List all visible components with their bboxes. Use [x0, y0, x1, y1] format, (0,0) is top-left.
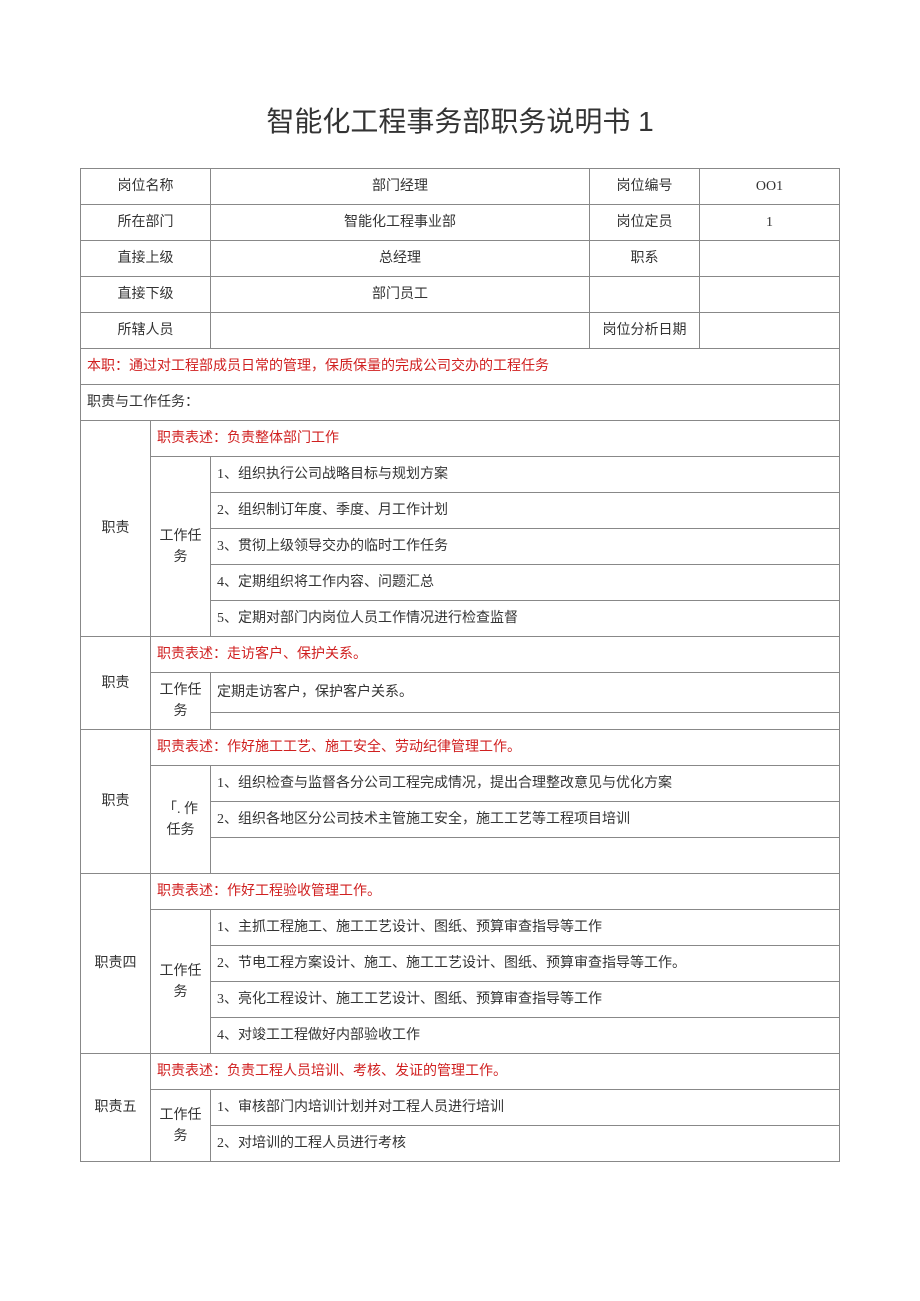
table-row: 职责 职责表述：负责整体部门工作	[81, 421, 840, 457]
blank-cell	[590, 277, 700, 313]
r4-item: 2、节电工程方案设计、施工、施工工艺设计、图纸、预算审查指导等工作。	[211, 946, 840, 982]
r3-desc: 职责表述：作好施工工艺、施工安全、劳动纪律管理工作。	[151, 730, 840, 766]
r1-label: 职责	[81, 421, 151, 637]
r4-item: 1、主抓工程施工、施工工艺设计、图纸、预算审查指导等工作	[211, 910, 840, 946]
r4-item: 3、亮化工程设计、施工工艺设计、图纸、预算审查指导等工作	[211, 982, 840, 1018]
table-row: 职责五 职责表述：负责工程人员培训、考核、发证的管理工作。	[81, 1054, 840, 1090]
r1-task-label: 工作任务	[151, 457, 211, 637]
r3-item	[211, 838, 840, 874]
table-row: 职责 职责表述：走访客户、保护关系。	[81, 637, 840, 673]
r4-desc-text: 职责表述：作好工程验收管理工作。	[157, 884, 381, 899]
table-row: 所在部门 智能化工程事业部 岗位定员 1	[81, 205, 840, 241]
blank-cell	[700, 277, 840, 313]
dept-label: 所在部门	[81, 205, 211, 241]
superior-label: 直接上级	[81, 241, 211, 277]
superior: 总经理	[211, 241, 590, 277]
r1-desc-text: 职责表述：负责整体部门工作	[157, 431, 339, 446]
table-row: 工作任务 1、主抓工程施工、施工工艺设计、图纸、预算审查指导等工作	[81, 910, 840, 946]
r1-item: 2、组织制订年度、季度、月工作计划	[211, 493, 840, 529]
r4-item: 4、对竣工工程做好内部验收工作	[211, 1018, 840, 1054]
table-row: 工作任务 1、组织执行公司战略目标与规划方案	[81, 457, 840, 493]
r3-desc-text: 职责表述：作好施工工艺、施工安全、劳动纪律管理工作。	[157, 740, 521, 755]
r5-item: 2、对培训的工程人员进行考核	[211, 1126, 840, 1162]
r4-label: 职责四	[81, 874, 151, 1054]
r3-item: 1、组织检查与监督各分公司工程完成情况，提出合理整改意见与优化方案	[211, 766, 840, 802]
r1-item: 3、贯彻上级领导交办的临时工作任务	[211, 529, 840, 565]
main-duty-text: 本职：通过对工程部成员日常的管理，保质保量的完成公司交办的工程任务	[87, 359, 549, 374]
r5-task-label: 工作任务	[151, 1090, 211, 1162]
r4-desc: 职责表述：作好工程验收管理工作。	[151, 874, 840, 910]
table-row: 职责四 职责表述：作好工程验收管理工作。	[81, 874, 840, 910]
r2-item	[211, 713, 840, 730]
r4-task-label: 工作任务	[151, 910, 211, 1054]
analysis-date	[700, 313, 840, 349]
table-row: 工作任务 1、审核部门内培训计划并对工程人员进行培训	[81, 1090, 840, 1126]
table-row: 职责与工作任务：	[81, 385, 840, 421]
r5-label: 职责五	[81, 1054, 151, 1162]
staff	[211, 313, 590, 349]
table-row: 直接上级 总经理 职系	[81, 241, 840, 277]
table-row: 直接下级 部门员工	[81, 277, 840, 313]
table-row: 本职：通过对工程部成员日常的管理，保质保量的完成公司交办的工程任务	[81, 349, 840, 385]
duties-tasks-label: 职责与工作任务：	[81, 385, 840, 421]
r3-task-label: 「. 作任务	[151, 766, 211, 874]
r5-desc-text: 职责表述：负责工程人员培训、考核、发证的管理工作。	[157, 1064, 507, 1079]
r3-item: 2、组织各地区分公司技术主管施工安全，施工工艺等工程项目培训	[211, 802, 840, 838]
main-duty: 本职：通过对工程部成员日常的管理，保质保量的完成公司交办的工程任务	[81, 349, 840, 385]
dept: 智能化工程事业部	[211, 205, 590, 241]
table-row: 工作任务 定期走访客户，保护客户关系。	[81, 673, 840, 713]
analysis-date-label: 岗位分析日期	[590, 313, 700, 349]
headcount: 1	[700, 205, 840, 241]
staff-label: 所辖人员	[81, 313, 211, 349]
r1-item: 4、定期组织将工作内容、问题汇总	[211, 565, 840, 601]
post-name: 部门经理	[211, 169, 590, 205]
post-code-label: 岗位编号	[590, 169, 700, 205]
r3-label: 职责	[81, 730, 151, 874]
r1-desc: 职责表述：负责整体部门工作	[151, 421, 840, 457]
post-code: OO1	[700, 169, 840, 205]
r1-item: 5、定期对部门内岗位人员工作情况进行检查监督	[211, 601, 840, 637]
page-title: 智能化工程事务部职务说明书 1	[80, 100, 840, 140]
subordinate: 部门员工	[211, 277, 590, 313]
r5-desc: 职责表述：负责工程人员培训、考核、发证的管理工作。	[151, 1054, 840, 1090]
r1-item: 1、组织执行公司战略目标与规划方案	[211, 457, 840, 493]
r2-task-label: 工作任务	[151, 673, 211, 730]
job-description-table: 岗位名称 部门经理 岗位编号 OO1 所在部门 智能化工程事业部 岗位定员 1 …	[80, 168, 840, 1162]
headcount-label: 岗位定员	[590, 205, 700, 241]
r2-desc-text: 职责表述：走访客户、保护关系。	[157, 647, 367, 662]
table-row: 「. 作任务 1、组织检查与监督各分公司工程完成情况，提出合理整改意见与优化方案	[81, 766, 840, 802]
r2-label: 职责	[81, 637, 151, 730]
jobline	[700, 241, 840, 277]
jobline-label: 职系	[590, 241, 700, 277]
r2-desc: 职责表述：走访客户、保护关系。	[151, 637, 840, 673]
table-row: 职责 职责表述：作好施工工艺、施工安全、劳动纪律管理工作。	[81, 730, 840, 766]
post-name-label: 岗位名称	[81, 169, 211, 205]
r5-item: 1、审核部门内培训计划并对工程人员进行培训	[211, 1090, 840, 1126]
subordinate-label: 直接下级	[81, 277, 211, 313]
r2-item: 定期走访客户，保护客户关系。	[211, 673, 840, 713]
table-row: 岗位名称 部门经理 岗位编号 OO1	[81, 169, 840, 205]
table-row: 所辖人员 岗位分析日期	[81, 313, 840, 349]
